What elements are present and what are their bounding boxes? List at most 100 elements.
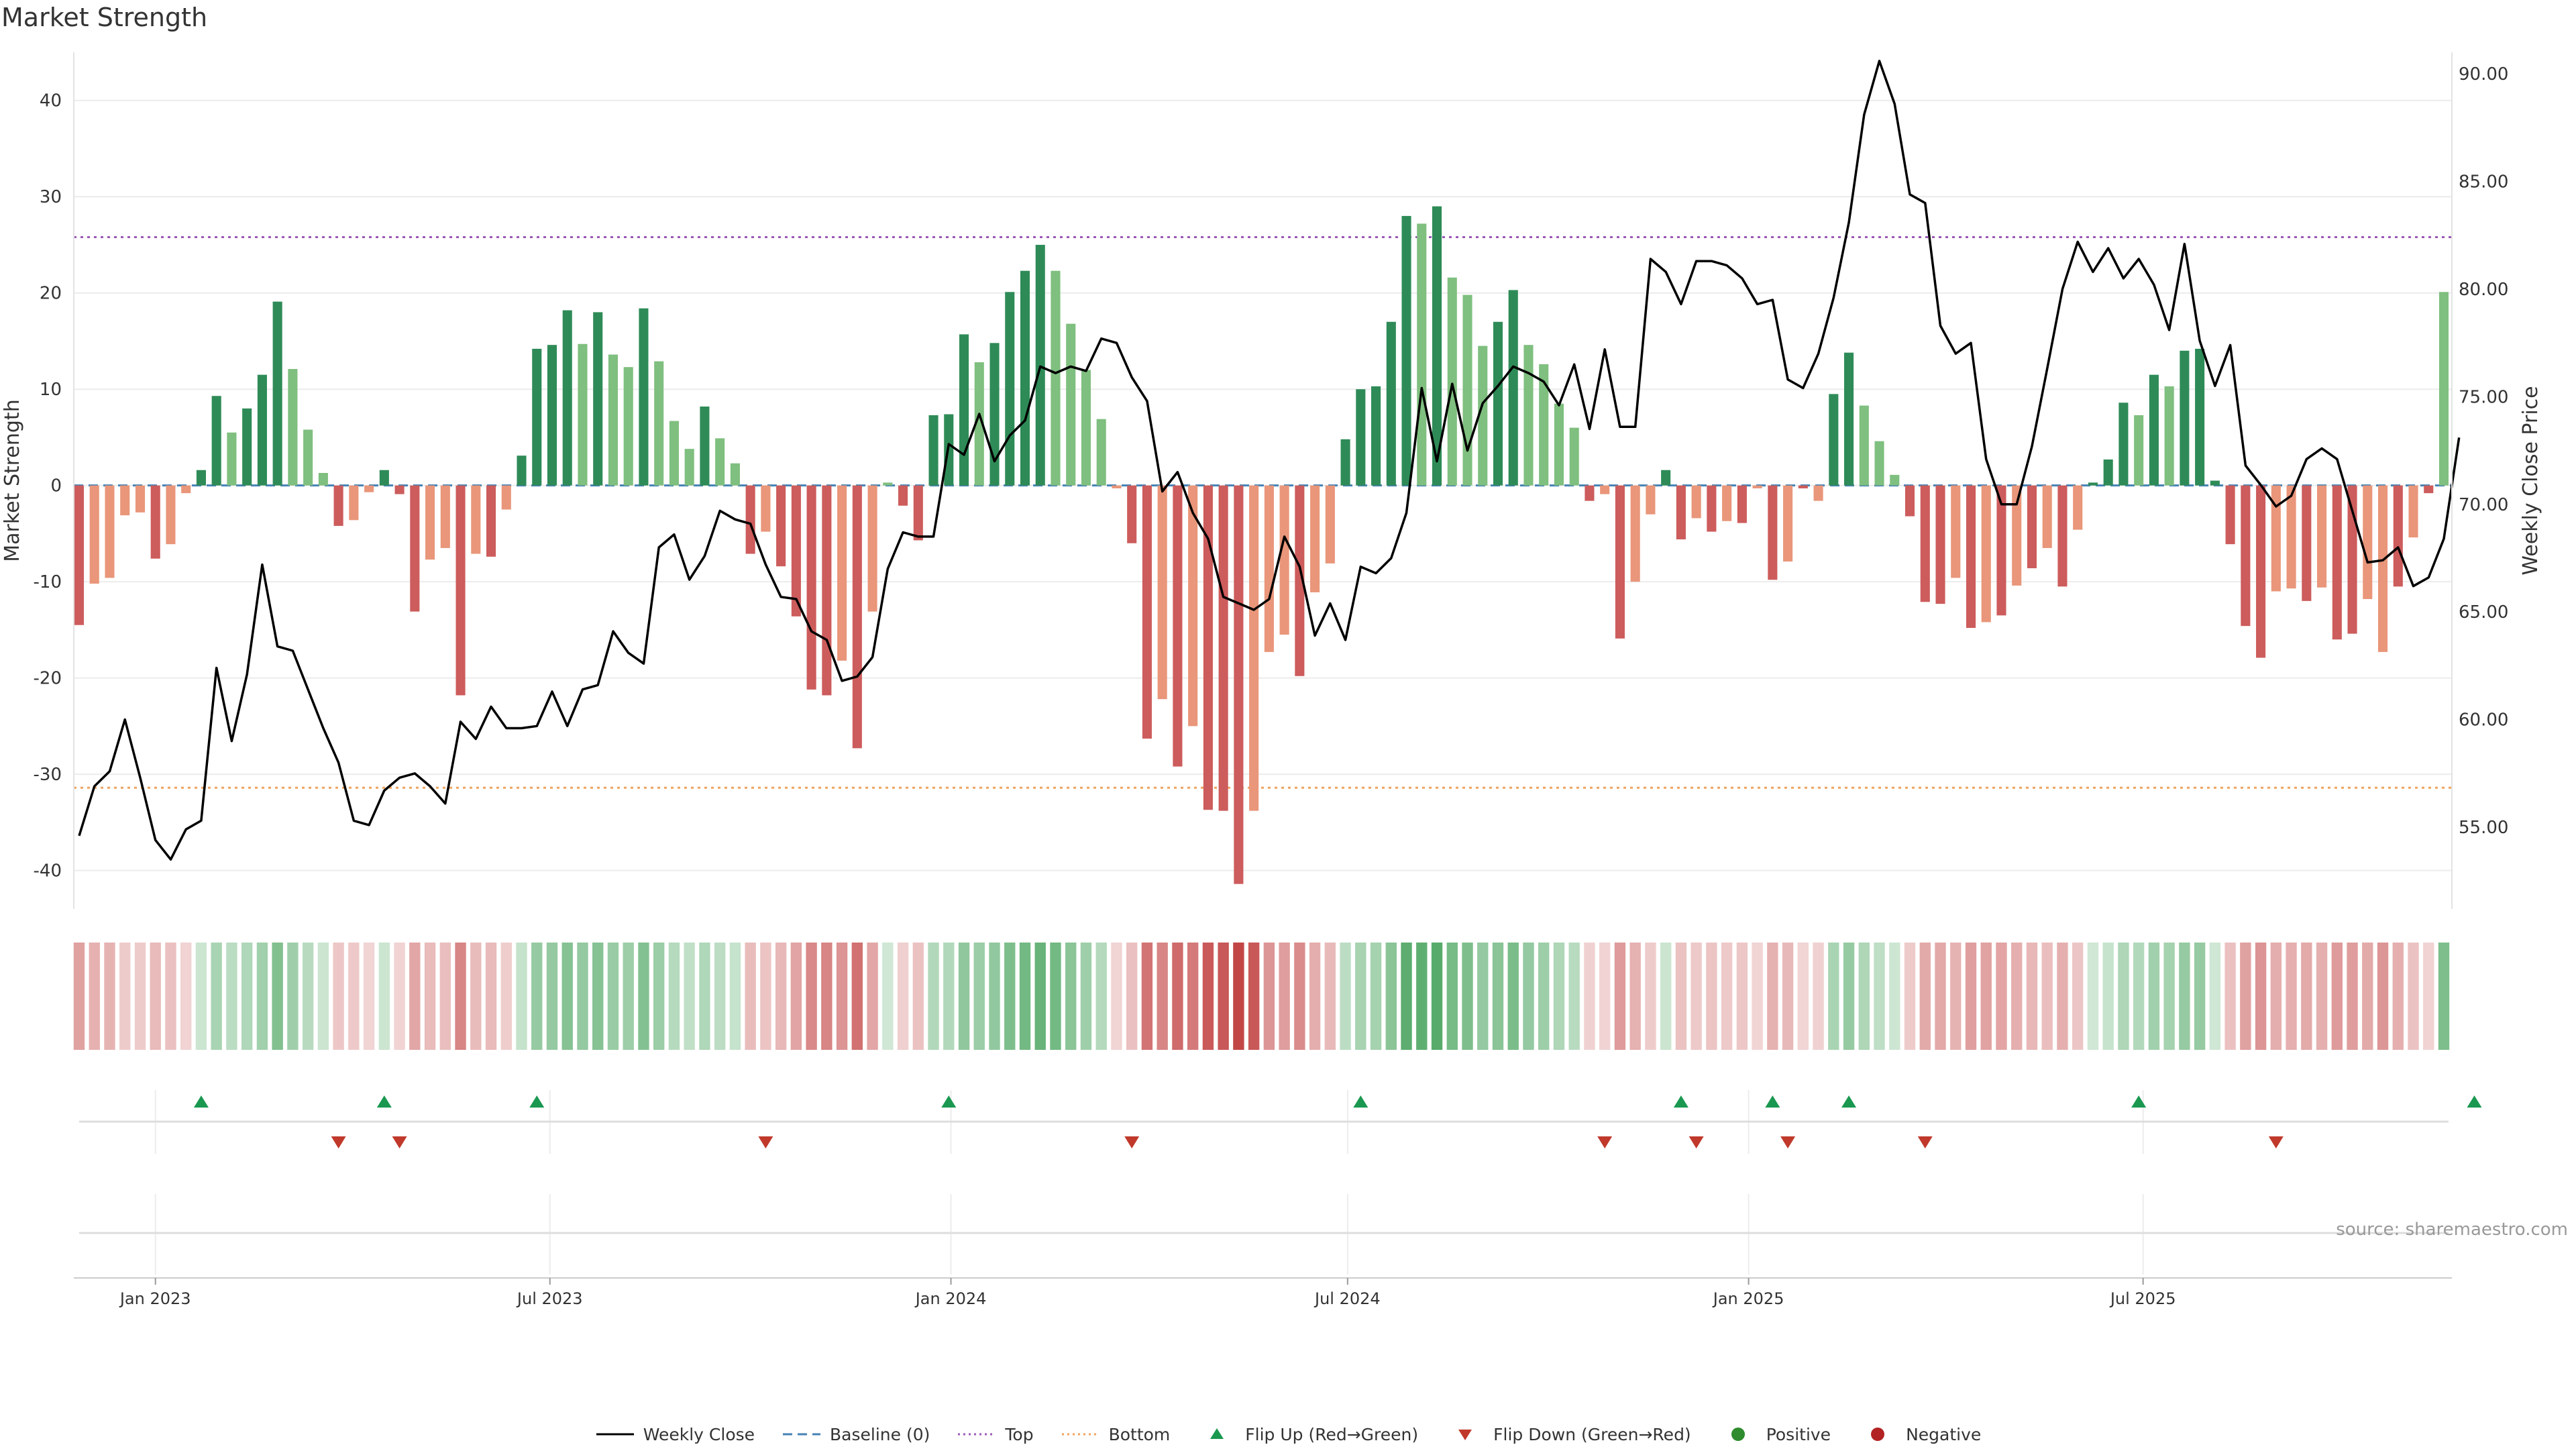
strength-bar: [547, 345, 557, 486]
y2-axis-label: Weekly Close Price: [2519, 386, 2542, 575]
heat-cell: [577, 943, 588, 1050]
strength-bar: [1981, 485, 1991, 623]
heat-cell: [1034, 943, 1046, 1050]
heat-cell: [1553, 943, 1565, 1050]
weekly-close-line-group: [78, 60, 2461, 861]
strength-bar: [639, 308, 649, 486]
strength-bar: [2377, 485, 2388, 652]
heat-cell: [2209, 943, 2221, 1050]
heat-cell: [2041, 943, 2053, 1050]
strength-bar: [1508, 290, 1518, 486]
strength-bar: [2286, 485, 2296, 589]
flip-down-marker: [1917, 1136, 1933, 1148]
strength-bar: [1188, 485, 1198, 727]
heat-cell: [516, 943, 527, 1050]
y-tick-label: -30: [34, 765, 62, 785]
strength-bar: [2057, 485, 2068, 587]
heat-cell: [1889, 943, 1900, 1050]
heat-cell: [165, 943, 176, 1050]
strength-bar: [333, 485, 343, 526]
heat-cell: [1843, 943, 1855, 1050]
heat-cell: [1828, 943, 1839, 1050]
heat-cell: [2316, 943, 2328, 1050]
heat-cell: [1324, 943, 1336, 1050]
strength-bar: [913, 485, 923, 541]
heat-cell: [439, 943, 451, 1050]
strength-bar: [257, 374, 267, 486]
heat-cell: [1019, 943, 1031, 1050]
strength-bar: [562, 310, 572, 486]
legend-swatch: [1458, 1430, 1472, 1440]
heat-cell: [1614, 943, 1626, 1050]
heat-cell: [2179, 943, 2190, 1050]
heat-cell: [2408, 943, 2419, 1050]
strength-bar: [517, 455, 527, 486]
strength-bar: [471, 485, 481, 554]
legend-swatch: [958, 1433, 996, 1436]
heat-cell: [180, 943, 192, 1050]
heat-cell: [973, 943, 985, 1050]
heat-cell: [2301, 943, 2312, 1050]
strength-bar: [2302, 485, 2312, 601]
heat-cell: [1568, 943, 1580, 1050]
heat-cell: [1309, 943, 1321, 1050]
legend-swatch: [596, 1433, 634, 1436]
strength-bar: [852, 485, 862, 749]
weekly-close-line: [78, 60, 2461, 861]
heat-cell: [531, 943, 543, 1050]
strength-bar: [1279, 485, 1289, 635]
heat-cell: [2270, 943, 2282, 1050]
heat-cell: [1218, 943, 1229, 1050]
strength-bar: [379, 470, 389, 486]
heat-cell: [1462, 943, 1473, 1050]
heat-cell: [256, 943, 268, 1050]
heat-cell: [836, 943, 848, 1050]
flip-down-marker: [2268, 1136, 2284, 1148]
strength-bar: [1707, 485, 1717, 532]
legend-label: Flip Down (Green→Red): [1493, 1424, 1691, 1444]
strength-bar: [1951, 485, 1961, 578]
flip-up-marker: [1841, 1095, 1857, 1108]
heat-cell: [1065, 943, 1077, 1050]
y-tick-label: -10: [34, 572, 62, 592]
reference-lines: [74, 235, 2452, 789]
legend-label: Positive: [1766, 1424, 1831, 1444]
heat-cell: [1233, 943, 1244, 1050]
heat-cell: [1111, 943, 1122, 1050]
strength-bar: [74, 485, 85, 625]
heat-cell: [1538, 943, 1550, 1050]
strength-bar: [2027, 485, 2037, 569]
legend-swatch: [1731, 1428, 1745, 1441]
strength-bar: [1386, 321, 1396, 486]
strength-bar: [837, 485, 847, 661]
heat-cell: [1690, 943, 1702, 1050]
heat-cell: [1935, 943, 1946, 1050]
heat-cell: [1370, 943, 1382, 1050]
heat-cell: [363, 943, 375, 1050]
heat-cell: [1980, 943, 1992, 1050]
strength-bar: [1478, 345, 1488, 486]
heat-cell: [1523, 943, 1534, 1050]
strength-bars: [74, 206, 2449, 884]
heat-cell: [348, 943, 360, 1050]
strength-bar: [1752, 485, 1762, 488]
strength-bar: [593, 312, 603, 486]
heat-cell: [424, 943, 436, 1050]
legend-label: Negative: [1906, 1424, 1982, 1444]
heat-cell: [714, 943, 726, 1050]
heat-cell: [317, 943, 329, 1050]
heat-cell: [1385, 943, 1397, 1050]
heat-cell: [1340, 943, 1351, 1050]
heat-cell: [1202, 943, 1214, 1050]
legend-swatch: [1061, 1433, 1099, 1436]
heat-cell: [1446, 943, 1458, 1050]
strength-bar: [791, 485, 801, 616]
legend-item: Weekly Close: [595, 1425, 755, 1444]
strength-bar: [1264, 485, 1274, 652]
heat-cell: [806, 943, 817, 1050]
heat-cell: [1858, 943, 1870, 1050]
heat-cell: [302, 943, 314, 1050]
strength-bar: [1401, 215, 1411, 486]
strength-bar: [486, 485, 496, 557]
